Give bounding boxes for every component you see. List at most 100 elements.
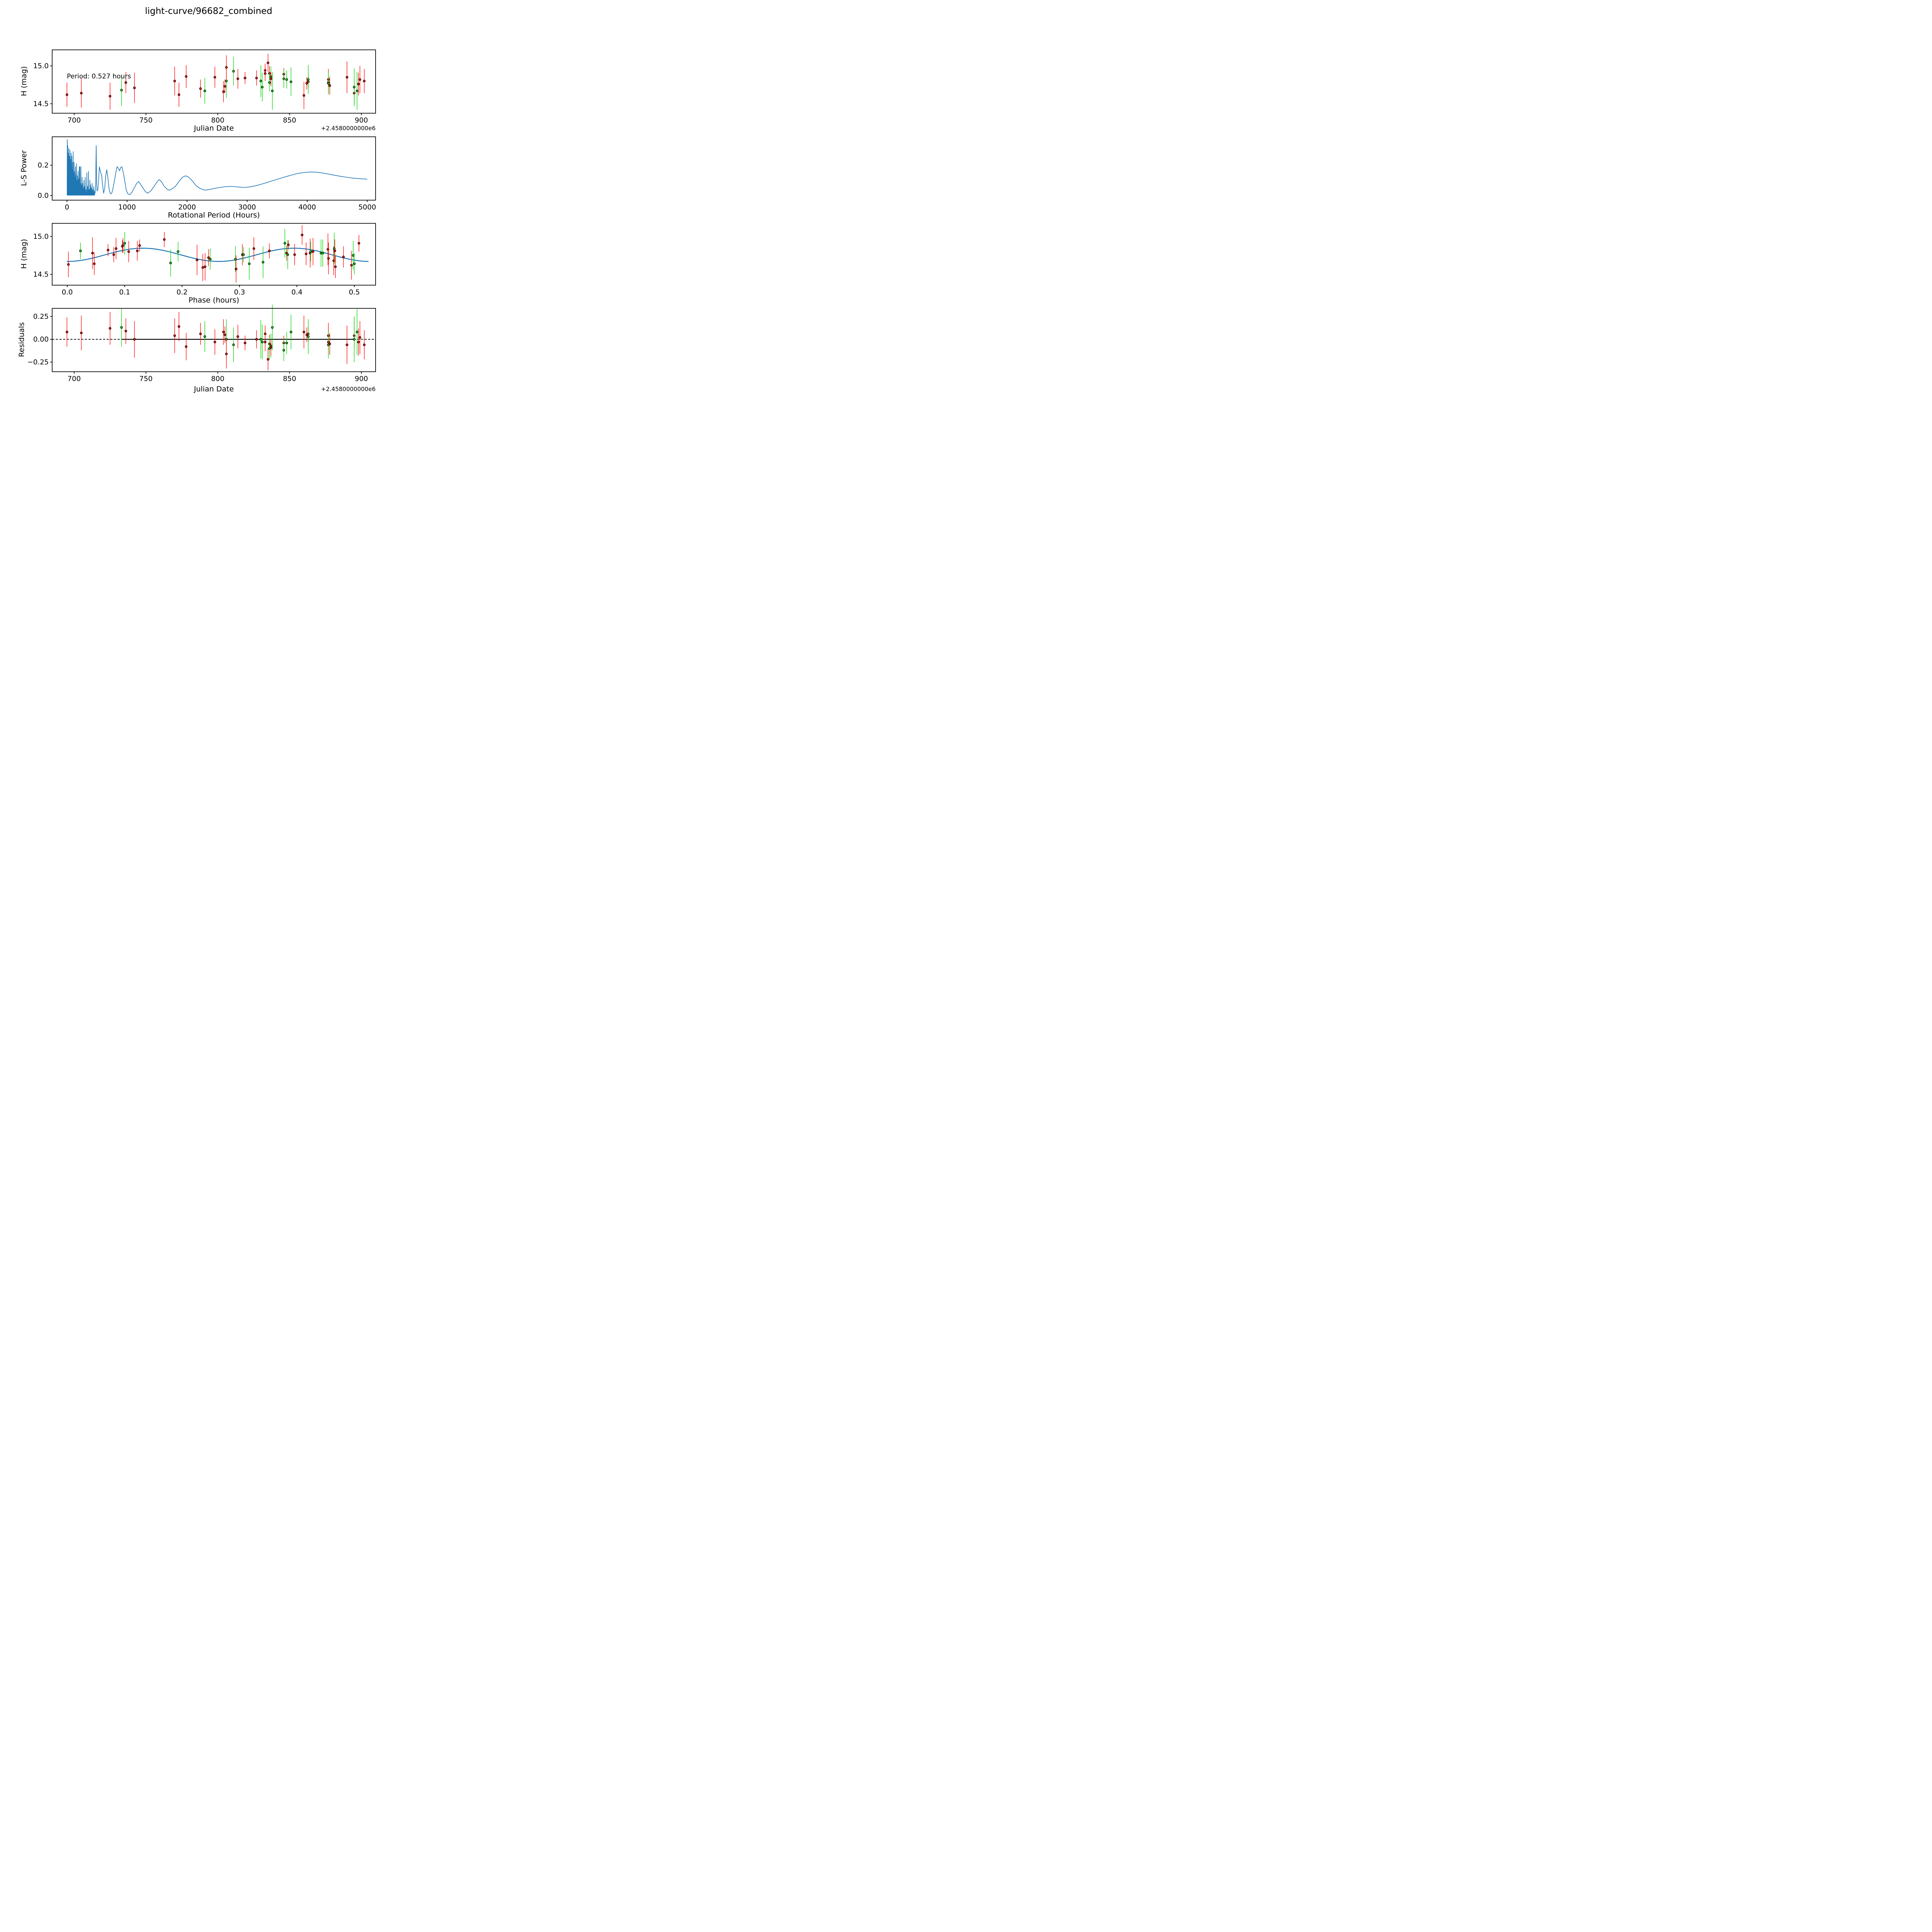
data-point	[120, 88, 123, 92]
data-point	[269, 77, 272, 80]
data-point	[207, 256, 210, 259]
data-point	[109, 327, 112, 330]
plot-canvas: 700 750 800 850 900 14.5 15.0 0 1000 2000 3000 4000…	[27, 49, 376, 383]
data-point	[115, 247, 117, 250]
data-point	[287, 243, 290, 246]
data-point	[109, 95, 112, 98]
data-point	[350, 264, 353, 267]
data-point	[259, 80, 262, 83]
data-point	[91, 252, 94, 255]
data-point	[65, 330, 68, 333]
y-tick-label: 15.0	[33, 233, 49, 241]
data-point	[236, 335, 239, 338]
data-point	[261, 340, 264, 344]
data-point	[173, 80, 176, 83]
axis-label-julian-date-bottom: Julian Date	[194, 385, 234, 393]
data-point	[259, 338, 262, 341]
data-point	[65, 93, 68, 96]
data-point	[255, 338, 258, 341]
y-tick-label: 15.0	[33, 62, 49, 70]
data-point	[199, 332, 202, 335]
x-tick-label: 900	[355, 375, 368, 383]
data-point	[359, 336, 361, 339]
data-point	[359, 78, 361, 81]
panel-phased_lightcurve: 0.0 0.1 0.2 0.3 0.4 0.5 14.5 15.0	[33, 223, 376, 296]
data-point	[304, 252, 308, 255]
data-point	[352, 254, 355, 257]
data-point	[357, 242, 361, 245]
x-tick-label: 2000	[178, 203, 196, 211]
data-point	[267, 358, 269, 361]
phase-fit-curve	[66, 248, 369, 262]
x-tick-label: 1000	[118, 203, 136, 211]
x-tick-label: 700	[68, 375, 81, 383]
data-point	[282, 77, 285, 80]
data-point	[185, 75, 188, 78]
data-point	[127, 250, 130, 253]
y-tick-label: 0.25	[33, 313, 49, 321]
axis-label-rotational-period: Rotational Period (Hours)	[168, 211, 260, 219]
data-point	[80, 332, 83, 334]
data-point	[120, 326, 123, 329]
x-tick-label: 0.2	[177, 288, 188, 296]
x-tick-label: 0.1	[119, 288, 130, 296]
periodogram-curve	[66, 139, 367, 196]
data-point	[93, 262, 96, 265]
data-point	[138, 244, 141, 247]
data-point	[177, 93, 180, 96]
data-point	[177, 250, 180, 253]
axis-label-h-mag-top: H (mag)	[20, 66, 28, 96]
light-curve-figure: light-curve/96682_combined 700 750 800 850 9…	[0, 0, 417, 417]
data-point	[285, 78, 288, 81]
data-point	[357, 340, 360, 344]
data-point	[286, 253, 289, 256]
x-tick-label: 900	[355, 116, 368, 124]
panel-periodogram: 0 1000 2000 3000 4000 5000 0.0 0.2	[37, 136, 376, 211]
data-point	[236, 77, 239, 80]
axis-label-ls-power: L-S Power	[20, 150, 28, 186]
y-tick-label: 14.5	[33, 100, 49, 108]
data-point	[301, 233, 304, 236]
data-point	[222, 330, 225, 333]
data-point	[303, 94, 305, 97]
data-point	[235, 267, 238, 270]
data-point	[223, 333, 226, 336]
residuals-points	[65, 304, 366, 371]
y-tick-label: 0.2	[37, 162, 49, 170]
phased_lightcurve-points	[67, 225, 361, 283]
data-point	[309, 250, 312, 253]
x-tick-label: 0.0	[62, 288, 73, 296]
data-point	[307, 335, 310, 338]
data-point	[268, 81, 271, 84]
x-tick-label: 3000	[238, 203, 256, 211]
data-point	[342, 255, 345, 259]
x-tick-label: 850	[283, 375, 296, 383]
data-point	[225, 352, 228, 355]
data-point	[80, 92, 83, 95]
data-point	[333, 249, 336, 252]
data-point	[289, 80, 293, 83]
data-point	[79, 249, 82, 252]
axes-box	[52, 49, 376, 114]
data-point	[363, 80, 366, 83]
data-point	[283, 242, 286, 245]
x-tick-label: 800	[211, 116, 224, 124]
data-point	[355, 89, 359, 92]
data-point	[232, 343, 235, 346]
axes-box	[52, 308, 376, 372]
data-point	[124, 330, 127, 333]
data-point	[311, 250, 315, 253]
data-point	[201, 266, 204, 269]
period-annotation: Period: 0.527 hours	[67, 73, 131, 80]
data-point	[328, 84, 331, 87]
jd-offset-text-bottom: +2.4580000000e6	[321, 386, 376, 393]
data-point	[124, 81, 127, 84]
x-tick-label: 850	[283, 116, 296, 124]
data-point	[225, 66, 228, 69]
data-point	[243, 77, 247, 80]
data-point	[264, 72, 267, 75]
data-point	[327, 257, 330, 260]
data-point	[353, 262, 356, 265]
data-point	[222, 90, 225, 93]
x-tick-label: 800	[211, 375, 224, 383]
